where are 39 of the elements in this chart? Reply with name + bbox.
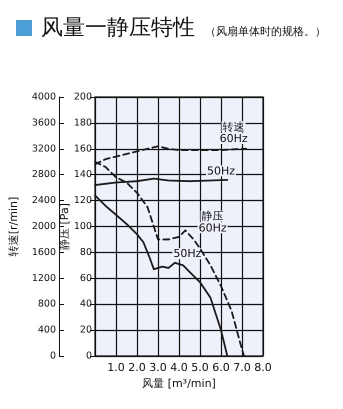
y-tick-label: 100 (74, 221, 92, 232)
y-tick-label: 40 (80, 298, 92, 310)
y2-tick-label: 2400 (32, 195, 56, 206)
x-tick-label: 5.0 (191, 361, 209, 374)
y2-tick-label: 3600 (32, 117, 56, 128)
x-tick-label: 2.0 (128, 361, 146, 374)
annotation: 60Hz (220, 132, 248, 145)
chart-subtitle: （风扇单体时的规格。） (205, 25, 326, 38)
y2-tick-label: 1200 (32, 272, 56, 284)
y2-tick-label: 400 (38, 324, 56, 336)
y2-tick-label: 2800 (32, 169, 56, 180)
annotation: 50Hz (173, 247, 202, 260)
y2-tick-label: 3200 (32, 143, 56, 154)
y-tick-label: 140 (74, 169, 92, 180)
y-tick-label: 160 (74, 143, 92, 154)
y-tick-label: 80 (80, 246, 92, 258)
x-tick-label: 7.0 (233, 361, 251, 374)
y2-tick-label: 1600 (32, 246, 56, 258)
x-tick-label: 6.0 (212, 361, 230, 374)
y-tick-label: 200 (74, 92, 92, 102)
y2-tick-label: 0 (50, 350, 56, 362)
x-tick-label: 1.0 (107, 361, 125, 374)
y2-tick-label: 2000 (32, 221, 56, 232)
y2-tick-label: 800 (38, 298, 56, 310)
annotation: 静压 (202, 210, 224, 223)
y2-axis-title: 转速[r/min] (7, 196, 20, 256)
chart-title: 风量一静压特性 (41, 16, 195, 40)
x-tick-label: 4.0 (170, 361, 188, 374)
y-tick-label: 180 (74, 117, 92, 128)
x-tick-label: 3.0 (149, 361, 167, 374)
y-tick-label: 20 (80, 324, 92, 336)
annotation: 60Hz (198, 221, 227, 234)
x-tick-label: 8.0 (254, 361, 272, 374)
x-axis-title: 风量 [m³/min] (142, 376, 216, 390)
annotation: 转速 (222, 120, 245, 134)
y2-tick-label: 4000 (32, 92, 56, 102)
y-tick-label: 120 (74, 195, 92, 206)
y-tick-label: 60 (80, 272, 92, 284)
annotation: 50Hz (206, 164, 236, 178)
